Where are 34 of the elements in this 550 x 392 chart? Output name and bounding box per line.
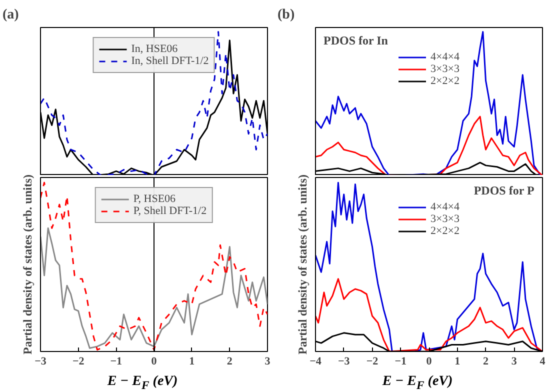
x-tick-label: 2 [226,356,233,368]
legend-label: 4×4×4 [430,51,460,63]
x-tick-label: 1 [454,356,460,368]
legend-label: 3×3×3 [430,213,460,225]
legend-label: P, Shell DFT-1/2 [133,205,207,217]
x-tick-label: −3 [338,356,350,368]
x-tick-label: 3 [511,356,518,368]
x-tick-label: 0 [151,356,158,368]
y-axis-title: Partial density of states (arb. units) [20,174,34,354]
x-tick-label: 2 [483,356,489,368]
legend-label: 2×2×2 [430,225,460,237]
x-tick-label: −4 [310,356,322,368]
x-tick-label: −1 [110,356,122,368]
x-tick-label: 1 [189,356,195,368]
chart-title: (a) [2,8,20,22]
x-tick-label: −2 [366,356,379,368]
x-tick-label: 3 [264,356,271,368]
x-tick-label: −3 [34,356,47,368]
x-axis-title: E − E$_{F}$ (eV) [382,373,453,392]
x-axis-title: E − E$_{F}$ (eV) [107,373,178,392]
x-tick-label: −2 [72,356,85,368]
x-tick-label: −1 [394,356,407,368]
annotation: PDOS for In [324,34,388,48]
x-tick-label: 4 [540,356,546,368]
legend-label: 4×4×4 [430,201,460,213]
y-axis-title: Partial density of states (arb. units) [296,174,310,354]
legend-label: In, HSE06 [131,43,178,55]
legend-label: P, HSE06 [133,193,176,205]
annotation: PDOS for P [474,184,534,198]
legend-label: 2×2×2 [430,75,460,87]
chart-title: (b) [278,8,295,22]
legend-label: 3×3×3 [430,63,460,75]
legend-label: In, Shell DFT-1/2 [131,55,209,67]
x-tick-label: 0 [426,356,432,368]
